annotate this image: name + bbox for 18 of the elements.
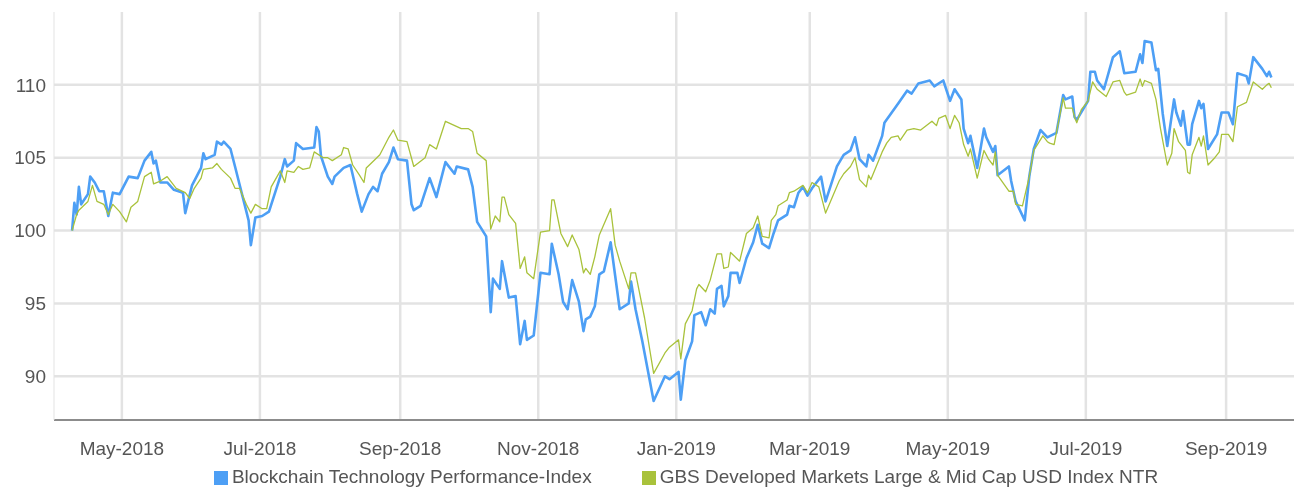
x-tick-label: Nov-2018 — [497, 438, 580, 460]
y-tick-label: 90 — [24, 366, 46, 388]
x-tick-label: Jan-2019 — [636, 438, 716, 460]
legend-label: GBS Developed Markets Large & Mid Cap USD Index NTR — [659, 466, 1159, 487]
x-tick-label: Mar-2019 — [769, 438, 851, 460]
y-tick-label: 110 — [15, 74, 46, 96]
y-tick-label: 100 — [14, 220, 46, 242]
y-tick-label: 105 — [14, 147, 46, 169]
x-tick-label: May-2019 — [905, 438, 991, 460]
legend-label: Blockchain Technology Performance-Index — [231, 466, 592, 487]
x-tick-label: Sep-2018 — [359, 438, 442, 460]
line-series — [71, 78, 1273, 375]
y-tick-label: 95 — [24, 293, 46, 315]
x-tick-label: Sep-2019 — [1184, 438, 1268, 460]
line-series — [70, 39, 1273, 403]
x-tick-label: Jul-2019 — [1049, 438, 1123, 460]
x-tick-label: May-2018 — [79, 438, 165, 460]
x-tick-label: Jul-2018 — [223, 438, 297, 460]
